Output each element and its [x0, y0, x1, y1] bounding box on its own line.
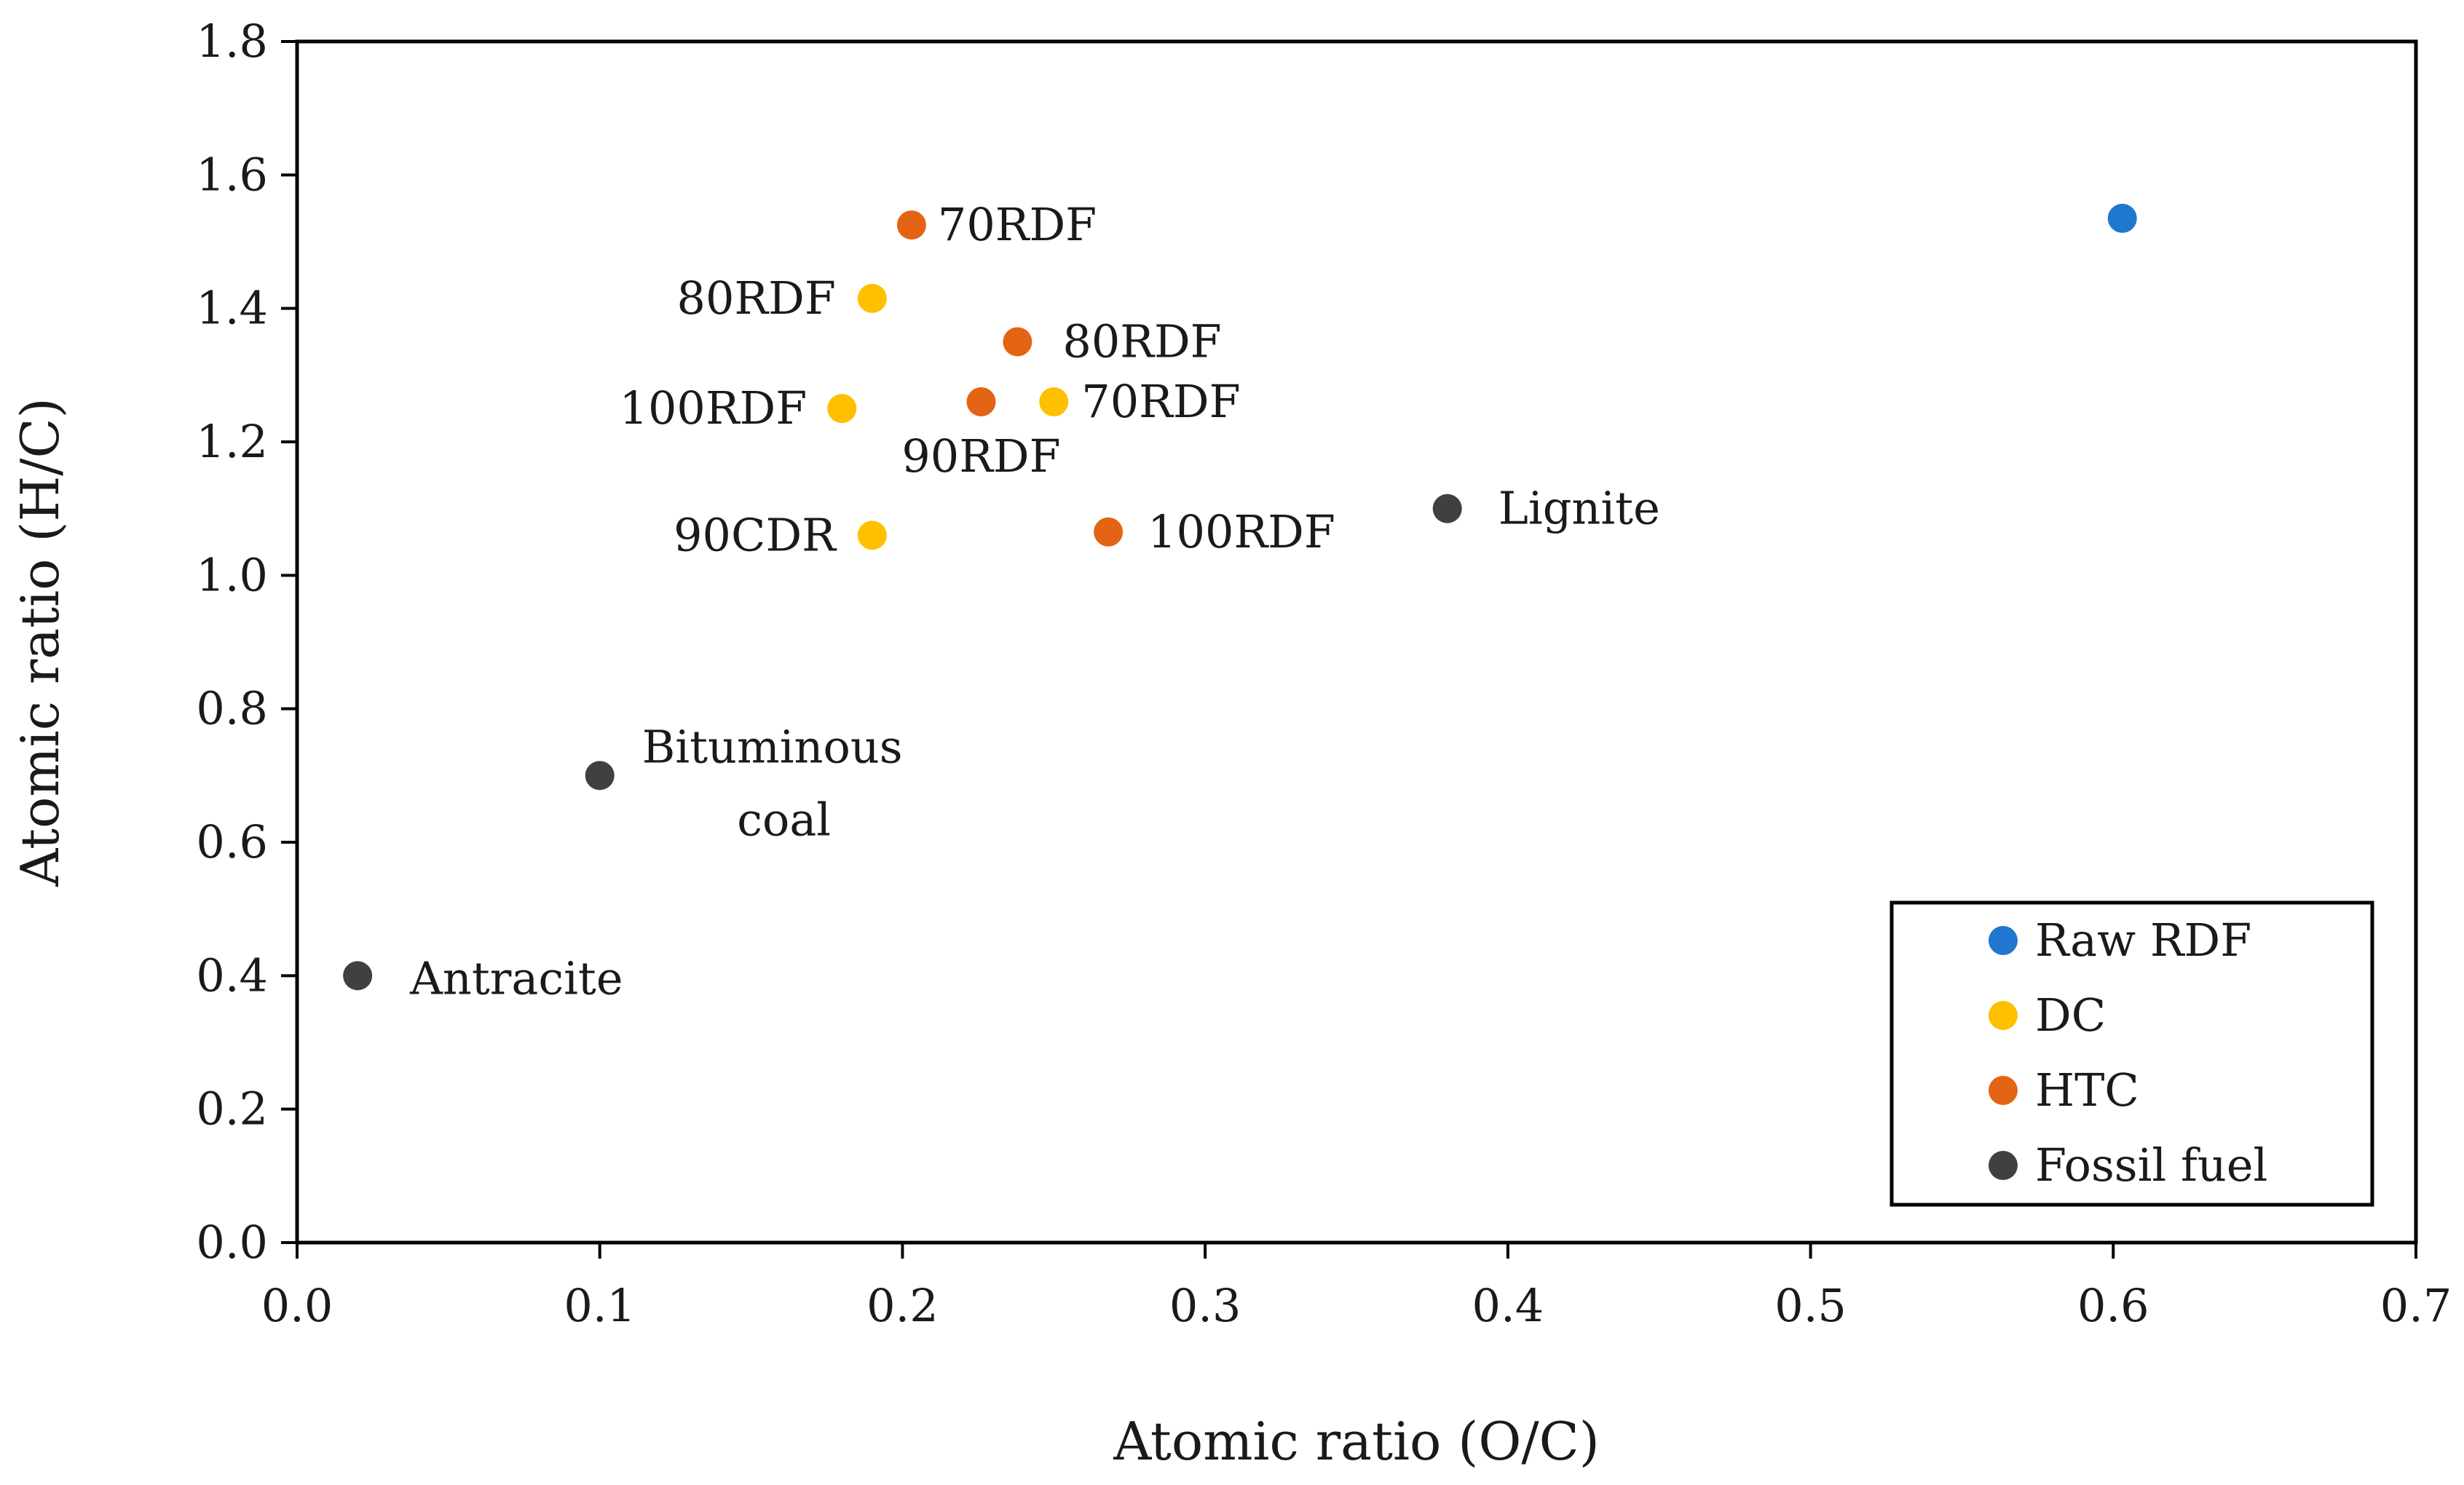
y-tick-label: 1.4: [196, 282, 268, 335]
y-tick-label: 0.0: [196, 1216, 268, 1269]
y-tick-label: 1.6: [196, 148, 268, 201]
data-point-htc: [966, 387, 996, 416]
x-axis-ticks: 0.0 0.1 0.2 0.3 0.4 0.5 0.6 0.7: [261, 1243, 2452, 1332]
x-tick-label: 0.4: [1472, 1279, 1544, 1332]
x-tick-label: 0.1: [564, 1279, 636, 1332]
x-tick-label: 0.6: [2077, 1279, 2149, 1332]
legend-marker-dc: [1989, 1001, 2018, 1030]
point-label: 90RDF: [901, 429, 1060, 483]
x-tick-label: 0.0: [261, 1279, 333, 1332]
legend-label-raw-rdf: Raw RDF: [2035, 914, 2251, 967]
y-axis-title: Atomic ratio (H/C): [9, 397, 71, 887]
x-tick-label: 0.2: [866, 1279, 939, 1332]
point-label: 80RDF: [1062, 315, 1221, 368]
legend-label-htc: HTC: [2035, 1064, 2139, 1117]
x-axis-title: Atomic ratio (O/C): [1113, 1411, 1600, 1472]
x-tick-label: 0.7: [2380, 1279, 2452, 1332]
legend-label-dc: DC: [2035, 989, 2106, 1042]
data-point-htc: [1094, 517, 1124, 547]
point-label: 100RDF: [1148, 505, 1335, 558]
data-point-htc: [896, 210, 926, 240]
y-tick-label: 0.6: [196, 815, 268, 868]
data-point-fossil-fuel: [343, 961, 373, 991]
point-label: 80RDF: [677, 272, 836, 325]
point-label: 100RDF: [620, 381, 807, 435]
data-point-dc: [827, 394, 857, 424]
x-tick-label: 0.3: [1169, 1279, 1241, 1332]
legend-label-fossil-fuel: Fossil fuel: [2035, 1138, 2267, 1192]
y-tick-label: 1.8: [196, 15, 268, 68]
data-points: [343, 203, 2137, 991]
y-axis-ticks: 0.0 0.2 0.4 0.6 0.8 1.0 1.2 1.4 1.6 1.8: [196, 15, 297, 1269]
legend-marker-fossil-fuel: [1989, 1151, 2018, 1180]
point-label: Lignite: [1498, 482, 1660, 535]
x-tick-label: 0.5: [1774, 1279, 1847, 1332]
y-tick-label: 0.8: [196, 682, 268, 735]
point-labels: 80RDF 100RDF 70RDF 90CDR 70RDF 80RDF 90RDF 100R…: [409, 198, 1660, 1005]
data-point-dc: [857, 283, 887, 313]
point-label: 70RDF: [938, 198, 1097, 251]
point-label: Bituminous coal: [642, 720, 903, 846]
legend-marker-htc: [1989, 1076, 2018, 1105]
data-point-htc: [1003, 327, 1032, 357]
y-tick-label: 1.0: [196, 548, 268, 601]
y-tick-label: 0.4: [196, 949, 268, 1002]
point-label: Antracite: [409, 951, 623, 1005]
data-point-raw-rdf: [2107, 203, 2137, 233]
y-tick-label: 1.2: [196, 415, 268, 468]
point-label: 70RDF: [1081, 375, 1240, 428]
data-point-dc: [1039, 387, 1069, 416]
data-point-dc: [857, 520, 887, 550]
legend-box: [1890, 900, 2374, 1207]
plot-frame: [295, 39, 2418, 1245]
y-tick-label: 0.2: [196, 1082, 268, 1136]
data-point-fossil-fuel: [585, 761, 615, 791]
legend-marker-raw-rdf: [1989, 926, 2018, 955]
data-point-fossil-fuel: [1432, 494, 1462, 523]
legend: Raw RDF DC HTC Fossil fuel: [1890, 900, 2374, 1207]
point-label: 90CDR: [674, 508, 837, 561]
